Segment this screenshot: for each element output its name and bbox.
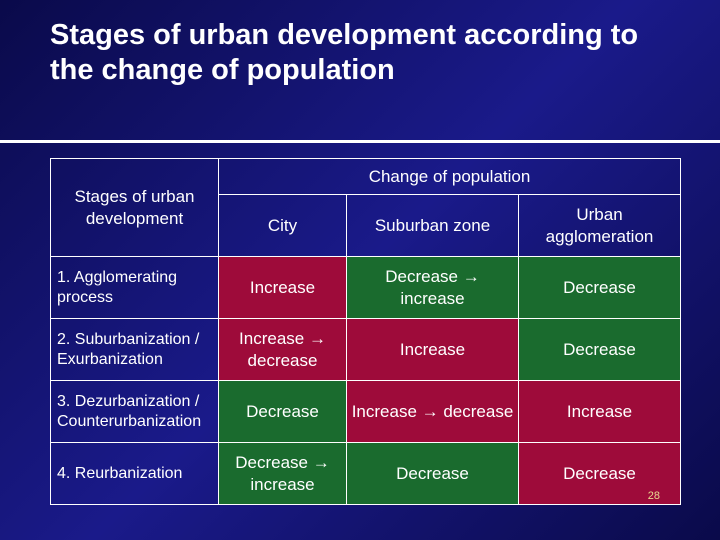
- table-row: 1. Agglomerating process Increase Decrea…: [51, 257, 681, 319]
- cell-suburban: Decrease: [347, 443, 519, 505]
- row-label: 4. Reurbanization: [51, 443, 219, 505]
- cell-agglo: Decrease: [519, 319, 681, 381]
- cell-suburban: Increase: [347, 319, 519, 381]
- cell-agglo: Decrease: [519, 257, 681, 319]
- cell-suburban: Increase → decrease: [347, 381, 519, 443]
- cell-city: Increase → decrease: [219, 319, 347, 381]
- slide-title: Stages of urban development according to…: [0, 0, 720, 98]
- cell-city: Decrease: [219, 381, 347, 443]
- table-row: 4. Reurbanization Decrease → increase De…: [51, 443, 681, 505]
- table-row: 3. Dezurbanization / Counterurbanization…: [51, 381, 681, 443]
- subheader-suburban: Suburban zone: [347, 195, 519, 257]
- row-label: 3. Dezurbanization / Counterurbanization: [51, 381, 219, 443]
- header-stages: Stages of urban development: [51, 159, 219, 257]
- cell-city: Increase: [219, 257, 347, 319]
- table-row: 2. Suburbanization / Exurbanization Incr…: [51, 319, 681, 381]
- row-label: 2. Suburbanization / Exurbanization: [51, 319, 219, 381]
- header-change: Change of population: [219, 159, 681, 195]
- page-number: 28: [648, 490, 660, 502]
- stages-table: Stages of urban development Change of po…: [50, 158, 681, 505]
- subheader-city: City: [219, 195, 347, 257]
- subheader-agglo: Urban agglomeration: [519, 195, 681, 257]
- cell-agglo: Increase: [519, 381, 681, 443]
- table-container: Stages of urban development Change of po…: [50, 158, 680, 505]
- cell-city: Decrease → increase: [219, 443, 347, 505]
- title-underline: [0, 140, 720, 143]
- row-label: 1. Agglomerating process: [51, 257, 219, 319]
- cell-suburban: Decrease → increase: [347, 257, 519, 319]
